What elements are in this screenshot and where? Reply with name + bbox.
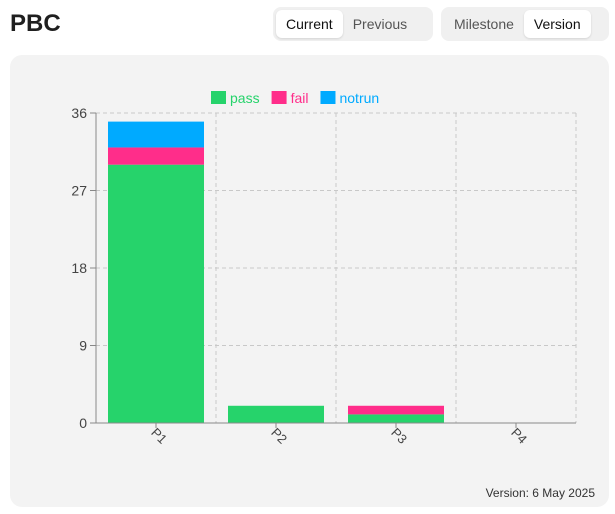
legend-label-fail: fail: [291, 90, 309, 106]
current-tab[interactable]: Current: [276, 10, 343, 38]
previous-tab[interactable]: Previous: [352, 16, 408, 32]
bar-pass-P2: [228, 405, 324, 423]
version-tab[interactable]: Version: [523, 10, 591, 38]
legend-label-notrun: notrun: [339, 90, 379, 106]
stacked-bar-chart: 0 9 18 27 36 P1 P2 P3 P4 pass fail notrun: [71, 90, 577, 447]
chart-panel: 0 9 18 27 36 P1 P2 P3 P4 pass fail notrun Version: …: [10, 55, 609, 507]
y-tick-label: 27: [71, 183, 87, 199]
bar-fail-P1: [108, 147, 204, 165]
x-tick-label: P3: [388, 425, 410, 447]
x-tick-label: P2: [268, 425, 290, 447]
bar-fail-P3: [348, 405, 444, 415]
period-toggle: Current Previous: [273, 7, 433, 41]
milestone-tab[interactable]: Milestone: [454, 16, 514, 32]
legend-label-pass: pass: [230, 90, 260, 106]
bar-pass-P3: [348, 414, 444, 423]
legend-swatch-fail: [271, 91, 287, 104]
y-tick-label: 36: [71, 105, 87, 121]
y-tick-label: 0: [79, 415, 87, 431]
legend-swatch-notrun: [320, 91, 336, 104]
page-title: PBC: [10, 10, 61, 37]
version-footer: Version: 6 May 2025: [485, 486, 595, 500]
x-tick-label: P1: [148, 425, 170, 447]
legend-swatch-pass: [211, 91, 226, 104]
y-tick-label: 9: [79, 338, 87, 354]
bar-notrun-P1: [108, 121, 204, 148]
y-tick-label: 18: [71, 260, 87, 276]
x-tick-label: P4: [508, 425, 530, 447]
bar-pass-P1: [108, 164, 204, 423]
mode-toggle: Milestone Version: [441, 7, 609, 41]
